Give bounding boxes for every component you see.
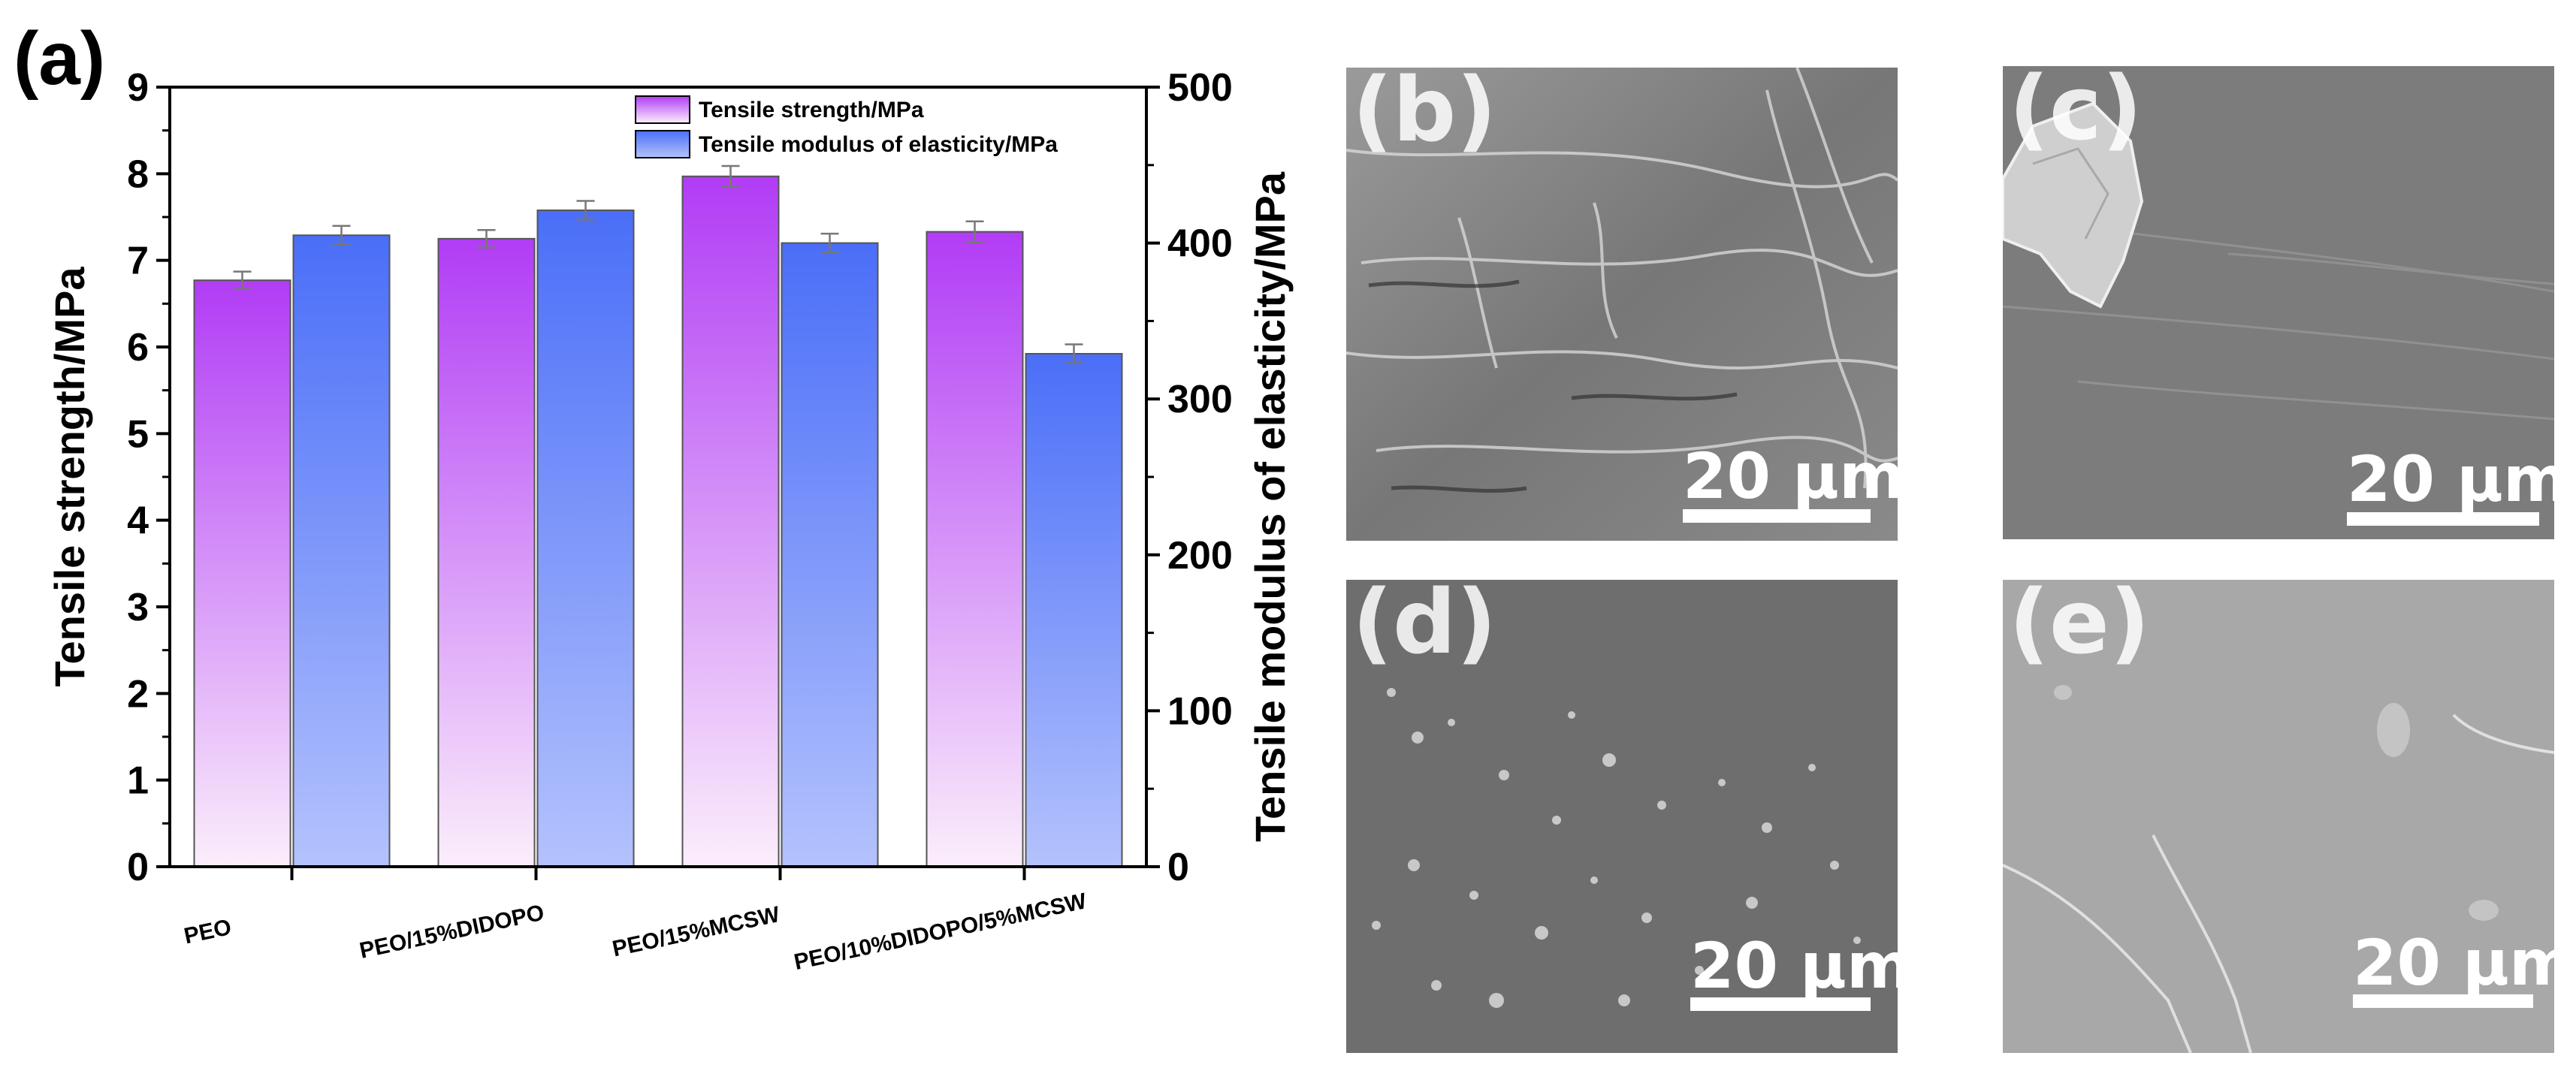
cracks bbox=[2003, 713, 2554, 1053]
bar-strength-2 bbox=[681, 175, 780, 867]
bar-modulus-1 bbox=[536, 210, 635, 867]
sem-texture-e bbox=[2003, 580, 2554, 1053]
scale-bar-e bbox=[2353, 994, 2533, 1008]
y-tick-label-left: 4 bbox=[127, 499, 149, 543]
sem-image-b: (b) 20 μm bbox=[1346, 68, 1898, 541]
sem-image-d: (d) 20 μm bbox=[1346, 580, 1898, 1053]
sem-texture-c bbox=[2003, 66, 2554, 539]
scale-label-e: 20 μm bbox=[2353, 926, 2554, 1000]
panel-label-d: (d) bbox=[1352, 580, 1497, 674]
x-tick-label: PEO bbox=[182, 915, 234, 949]
y-tick-label-left: 5 bbox=[127, 412, 149, 456]
y-tick-label-right: 500 bbox=[1167, 66, 1233, 110]
y-axis-title-right: Tensile modulus of elasticity/MPa bbox=[1246, 171, 1294, 842]
y-tick-label-left: 2 bbox=[127, 672, 149, 716]
flake-particle bbox=[2003, 101, 2144, 309]
scale-bar-d bbox=[1690, 997, 1871, 1011]
panel-label-b: (b) bbox=[1352, 68, 1497, 161]
x-tick-label: PEO/10%DIDOPO/5%MCSW bbox=[792, 888, 1089, 975]
bar-strength-3 bbox=[926, 231, 1024, 867]
scale-bar-b bbox=[1683, 509, 1871, 523]
particles bbox=[1372, 688, 1861, 1008]
bar-chart: 0 1 2 3 4 5 6 7 8 9 0 100 200 300 400 500 PEO PEO/15%DIDO… bbox=[14, 17, 1294, 975]
legend-swatch-0 bbox=[635, 95, 690, 124]
y-tick-label-left: 7 bbox=[127, 240, 149, 283]
panel-label-e: (e) bbox=[2009, 580, 2150, 674]
panel-label-a: (a) bbox=[14, 17, 105, 101]
bar-modulus-3 bbox=[1025, 352, 1123, 868]
y-tick-label-right: 0 bbox=[1167, 846, 1189, 889]
sem-texture-d bbox=[1346, 580, 1898, 1053]
scale-bar-c bbox=[2347, 512, 2539, 526]
scale-label-c: 20 μm bbox=[2347, 442, 2554, 516]
y-tick-label-left: 0 bbox=[127, 846, 149, 889]
y-tick-label-left: 3 bbox=[127, 586, 149, 629]
legend-label-0: Tensile strength/MPa bbox=[699, 98, 924, 122]
bar-modulus-2 bbox=[781, 242, 879, 868]
x-tick-label: PEO/15%MCSW bbox=[610, 902, 782, 962]
y-tick-label-left: 9 bbox=[127, 66, 149, 110]
y-tick-label-left: 1 bbox=[127, 759, 149, 803]
bar-strength-0 bbox=[193, 279, 291, 867]
legend-label-1: Tensile modulus of elasticity/MPa bbox=[699, 132, 1058, 157]
scale-label-b: 20 μm bbox=[1683, 439, 1898, 513]
y-tick-label-left: 8 bbox=[127, 152, 149, 196]
y-tick-label-right: 400 bbox=[1167, 222, 1233, 266]
y-tick-label-right: 100 bbox=[1167, 689, 1233, 733]
sem-image-c: (c) 20 μm bbox=[2003, 66, 2554, 539]
scale-label-d: 20 μm bbox=[1690, 929, 1898, 1003]
sem-texture-b bbox=[1346, 68, 1898, 541]
bar-modulus-0 bbox=[292, 234, 391, 868]
legend-swatch-1 bbox=[635, 130, 690, 158]
y-tick-label-right: 300 bbox=[1167, 378, 1233, 421]
y-tick-label-right: 200 bbox=[1167, 534, 1233, 578]
y-tick-label-left: 6 bbox=[127, 326, 149, 370]
bar-strength-1 bbox=[437, 237, 536, 868]
y-axis-title-left: Tensile strength/MPa bbox=[46, 267, 93, 687]
x-tick-label: PEO/15%DIDOPO bbox=[358, 900, 546, 964]
sem-image-e: (e) 20 μm bbox=[2003, 580, 2554, 1053]
panel-label-c: (c) bbox=[2009, 66, 2143, 160]
